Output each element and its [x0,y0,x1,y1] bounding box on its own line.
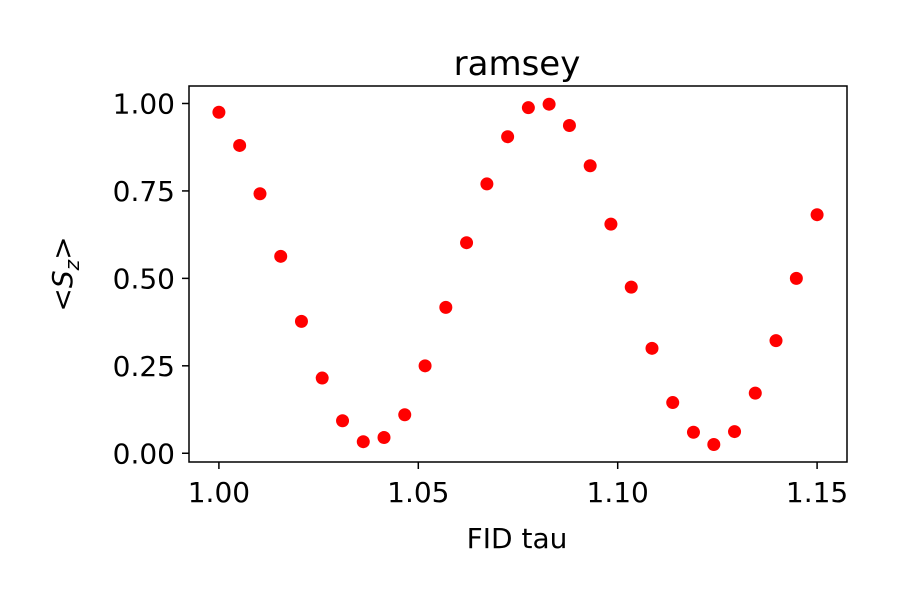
y-tick-label: 0.75 [113,175,175,208]
y-axis-label: <Sz> [46,236,84,311]
data-point [686,425,700,439]
data-point [315,371,329,385]
x-tick-label: 1.15 [786,476,848,509]
data-point [336,414,350,428]
data-point [748,386,762,400]
data-point [810,208,824,222]
x-axis: 1.00 1.05 1.10 1.15 [188,462,848,509]
data-point [377,431,391,445]
data-point [398,408,412,422]
x-tick-label: 1.00 [188,476,250,509]
chart-title: ramsey [454,44,581,84]
data-point [707,438,721,452]
data-point [769,334,783,348]
data-point [521,101,535,115]
x-tick-label: 1.05 [387,476,449,509]
data-point [274,249,288,263]
data-point [439,300,453,314]
data-point [356,435,370,449]
y-tick-label: 0.00 [113,437,175,470]
data-point [253,187,267,201]
data-point [418,359,432,373]
data-point [624,280,638,294]
data-point [294,314,308,328]
y-label-close: > [46,236,79,259]
data-point [542,97,556,111]
data-point [583,159,597,173]
y-tick-label: 0.25 [113,350,175,383]
data-point [789,271,803,285]
y-label-open: < [46,288,79,311]
data-point [645,341,659,355]
data-point [460,236,474,250]
x-tick-label: 1.10 [587,476,649,509]
data-point [562,119,576,133]
y-tick-label: 1.00 [113,87,175,120]
data-point [604,217,618,231]
data-point [480,177,494,191]
y-label-subscript: z [60,259,84,271]
data-series [212,97,824,452]
data-point [233,138,247,152]
y-tick-label: 0.50 [113,262,175,295]
data-point [212,105,226,119]
plot-frame [188,85,848,463]
x-axis-label: FID tau [467,522,568,555]
data-point [666,396,680,410]
plot-area: 1.00 1.05 1.10 1.15 0.00 0.25 0.50 0.75 1.00 [113,85,848,509]
data-point [501,130,515,144]
y-axis: 0.00 0.25 0.50 0.75 1.00 [113,87,189,470]
data-point [728,425,742,439]
y-label-symbol: S [46,270,79,288]
